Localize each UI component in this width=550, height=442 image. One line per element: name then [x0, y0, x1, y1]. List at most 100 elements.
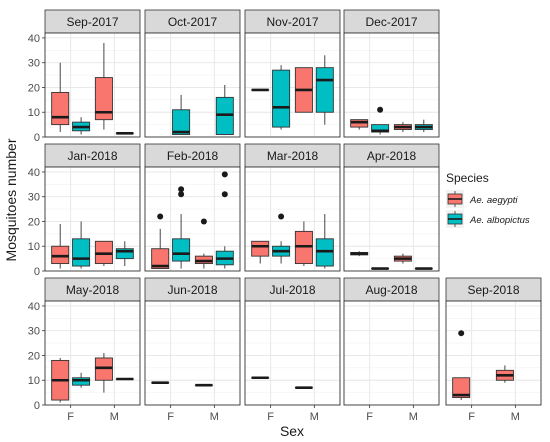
box-iqr: [94, 77, 113, 121]
facet-strip-label: Dec-2017: [365, 15, 417, 29]
plot-background: [145, 301, 240, 405]
facet-panel-jul-2018: Jul-2018 F M: [244, 277, 341, 423]
x-tick-label: M: [409, 411, 418, 423]
y-tick-label: 40: [28, 167, 40, 179]
y-tick-label: 40: [28, 301, 40, 313]
y-tick-label: 20: [28, 82, 40, 94]
panel-border: [144, 166, 241, 272]
x-tick-label: F: [67, 411, 74, 423]
facet-strip-label: Mar-2018: [267, 149, 319, 163]
outlier-point: [377, 106, 384, 113]
box-albopictus-F: [72, 372, 91, 388]
facet-panel-mar-2018: Mar-2018: [244, 143, 341, 272]
box-aegypti-F: [151, 213, 170, 269]
box-albopictus-F: [272, 65, 291, 130]
y-tick-label: 0: [34, 132, 40, 144]
facet-panel-jun-2018: Jun-2018 F M: [144, 277, 241, 423]
y-tick-label: 20: [28, 216, 40, 228]
box-aegypti-M: [393, 253, 412, 264]
box-aegypti-M: [393, 122, 412, 133]
panel-border: [343, 300, 440, 406]
box-albopictus-F: [72, 117, 91, 135]
box-iqr: [51, 91, 70, 126]
box-aegypti-F: [350, 251, 369, 257]
panel-border: [44, 32, 141, 138]
facet-panel-oct-2017: Oct-2017: [144, 9, 241, 138]
legend-key-albopictus: Ae. albopictus: [446, 210, 530, 228]
outlier-point: [200, 218, 207, 225]
facet-strip-label: Jan-2018: [67, 149, 117, 163]
y-tick-label: 40: [28, 33, 40, 45]
box-albopictus-M: [315, 55, 334, 125]
x-tick-label: M: [210, 411, 219, 423]
facet-strip-label: Oct-2017: [168, 15, 218, 29]
box-aegypti-M: [194, 218, 213, 269]
box-aegypti-M: [294, 67, 313, 113]
box-aegypti-M: [294, 221, 313, 267]
facet-panel-feb-2018: Feb-2018: [144, 143, 241, 272]
box-iqr: [172, 109, 191, 135]
facet-panel-may-2018: May-2018 0 10 20 30 40 F M: [28, 277, 141, 423]
panel-border: [343, 166, 440, 272]
facet-panel-sep-2018: Sep-2018 F M: [445, 277, 542, 423]
x-tick-label: F: [167, 411, 174, 423]
box-aegypti-M: [495, 365, 514, 383]
panel-border: [244, 32, 341, 138]
facet-strip-label: Apr-2018: [367, 149, 417, 163]
box-aegypti-F: [51, 223, 70, 269]
x-tick-label: F: [366, 411, 373, 423]
facet-strip-label: May-2018: [66, 283, 120, 297]
facet-panel-apr-2018: Apr-2018: [343, 143, 440, 272]
facet-strip-label: Feb-2018: [167, 149, 219, 163]
y-tick-label: 10: [28, 241, 40, 253]
box-aegypti-M: [94, 42, 113, 130]
y-tick-label: 30: [28, 58, 40, 70]
facet-strip-label: Aug-2018: [365, 283, 417, 297]
legend: Species Ae. aegypti Ae. albopictus: [446, 171, 530, 228]
x-tick-label: F: [468, 411, 475, 423]
box-iqr: [151, 248, 170, 269]
x-tick-label: M: [110, 411, 119, 423]
outlier-point: [178, 186, 185, 193]
box-albopictus-M: [115, 241, 134, 267]
outlier-point: [221, 171, 228, 178]
legend-key-aegypti: Ae. aegypti: [446, 190, 518, 208]
box-iqr: [72, 238, 91, 267]
y-tick-label: 0: [34, 266, 40, 278]
outlier-point: [157, 213, 164, 220]
y-axis-title: Mosquitoes number: [3, 138, 19, 261]
panel-border: [244, 300, 341, 406]
y-tick-label: 10: [28, 375, 40, 387]
box-albopictus-M: [315, 214, 334, 269]
plot-background: [245, 301, 340, 405]
panel-border: [44, 166, 141, 272]
box-iqr: [115, 248, 134, 260]
box-albopictus-F: [172, 94, 191, 135]
panel-border: [343, 32, 440, 138]
x-axis-title: Sex: [280, 423, 304, 439]
legend-label: Ae. aegypti: [469, 195, 518, 206]
box-aegypti-F: [350, 119, 369, 130]
legend-label: Ae. albopictus: [469, 215, 530, 226]
plot-background: [344, 301, 439, 405]
box-iqr: [452, 377, 471, 399]
box-aegypti-F: [51, 357, 70, 403]
box-albopictus-F: [272, 213, 291, 264]
facet-strip-label: Jul-2018: [269, 283, 315, 297]
facet-strip-label: Nov-2017: [266, 15, 318, 29]
box-albopictus-F: [72, 221, 91, 269]
y-tick-label: 30: [28, 326, 40, 338]
box-albopictus-M: [215, 171, 234, 269]
box-albopictus-M: [414, 119, 433, 133]
panel-border: [144, 32, 241, 138]
box-iqr: [251, 240, 270, 257]
facet-panel-dec-2017: Dec-2017: [343, 9, 440, 138]
box-albopictus-F: [371, 106, 390, 135]
panel-border: [144, 300, 241, 406]
x-tick-label: F: [267, 411, 274, 423]
facet-panel-jan-2018: Jan-2018 0 10 20 30 40: [28, 143, 141, 278]
box-iqr: [315, 67, 334, 113]
box-iqr: [272, 69, 291, 128]
outlier-point: [278, 213, 285, 220]
